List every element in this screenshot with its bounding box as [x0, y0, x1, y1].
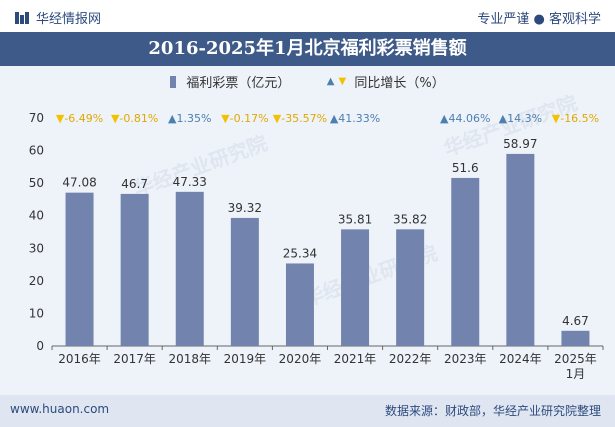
tagline: 专业严谨 ● 客观科学 [477, 12, 601, 27]
x-tick-label: 1月 [566, 367, 586, 381]
x-tick-label: 2023年 [444, 352, 487, 366]
brand-logo-icon [15, 11, 29, 24]
bar [341, 229, 370, 346]
y-tick-label: 0 [36, 339, 44, 353]
x-tick-label: 2019年 [224, 352, 267, 366]
x-tick-label: 2021年 [334, 352, 377, 366]
x-tick-label: 2024年 [499, 352, 542, 366]
brand-name: 华经情报网 [36, 12, 102, 27]
growth-label: ▲1.35% [168, 112, 211, 125]
footer-source: 数据来源：财政部，华经产业研究院整理 [384, 404, 601, 418]
bar [65, 192, 94, 346]
brand[interactable]: 华经情报网 [14, 8, 101, 27]
data-label: 58.97 [503, 137, 537, 151]
data-label: 25.34 [283, 246, 317, 260]
data-label: 35.82 [393, 212, 427, 226]
bar [175, 191, 204, 346]
growth-label: ▼-0.81% [111, 112, 158, 125]
top-bar: 华经情报网 专业严谨 ● 客观科学 [0, 0, 615, 32]
growth-label: ▼-16.5% [552, 112, 599, 125]
legend-bar-label: 福利彩票（亿元） [186, 76, 291, 91]
data-label: 46.7 [121, 177, 148, 191]
bar [506, 153, 535, 346]
bar [230, 217, 259, 346]
bar-chart: 0 10 20 30 40 50 60 70 47.08 2016年 ▼-6.49% 46.7 2017… [29, 111, 604, 381]
y-tick-label: 70 [29, 111, 44, 125]
growth-label: ▼-6.49% [56, 112, 103, 125]
legend: 福利彩票（亿元） ▲ ▼ 同比增长（%） [0, 72, 615, 91]
bar [285, 263, 314, 346]
x-tick-label: 2025年 [554, 352, 597, 366]
growth-label: ▼-0.17% [221, 112, 268, 125]
growth-label: ▼-35.57% [273, 112, 327, 125]
y-tick-label: 40 [29, 209, 44, 223]
x-tick-label: 2022年 [389, 352, 432, 366]
x-tick-label: 2016年 [58, 352, 101, 366]
growth-label: ▲41.33% [330, 112, 380, 125]
bar [451, 177, 480, 346]
bar [396, 229, 425, 346]
y-tick-label: 50 [29, 176, 44, 190]
footer: www.huaon.com 数据来源：财政部，华经产业研究院整理 [0, 395, 615, 427]
bar [561, 330, 590, 346]
x-tick-label: 2017年 [113, 352, 156, 366]
chart-title: 2016-2025年1月北京福利彩票销售额 [0, 32, 615, 66]
x-tick-label: 2020年 [279, 352, 322, 366]
data-label: 35.81 [338, 212, 372, 226]
footer-site[interactable]: www.huaon.com [10, 402, 110, 416]
y-tick-label: 60 [29, 144, 44, 158]
legend-down-triangle-icon: ▼ [338, 76, 347, 87]
data-label: 4.67 [562, 314, 589, 328]
data-label: 47.08 [62, 176, 96, 190]
legend-up-triangle-icon: ▲ [326, 76, 335, 87]
growth-label: ▲44.06% [440, 112, 490, 125]
data-label: 47.33 [173, 175, 207, 189]
growth-label: ▲14.3% [499, 112, 542, 125]
x-tick-label: 2018年 [168, 352, 211, 366]
y-tick-label: 20 [29, 274, 44, 288]
data-label: 51.6 [452, 161, 479, 175]
bar [120, 193, 149, 346]
legend-growth-label: 同比增长（%） [354, 76, 445, 91]
y-tick-label: 30 [29, 241, 44, 255]
data-label: 39.32 [228, 201, 262, 215]
y-tick-label: 10 [29, 306, 44, 320]
legend-bar-swatch [170, 75, 177, 88]
